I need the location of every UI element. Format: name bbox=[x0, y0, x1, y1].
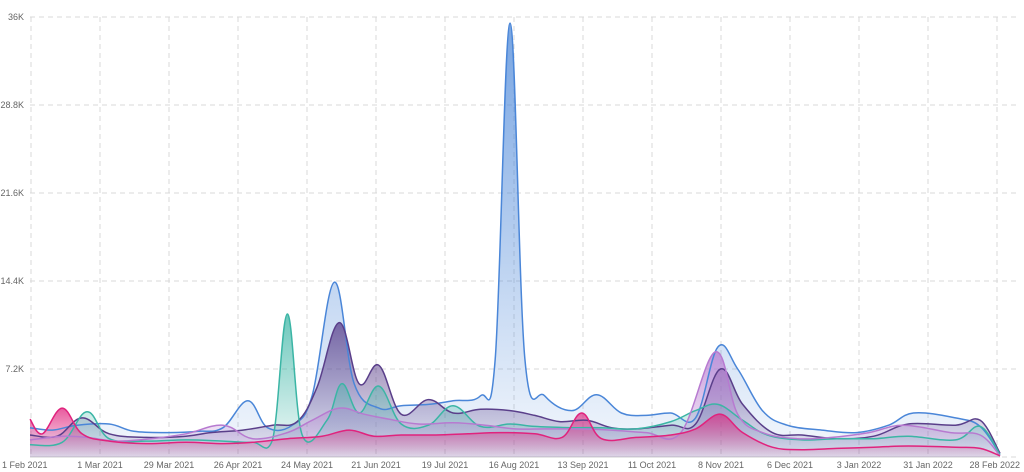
series-line-3[interactable] bbox=[29, 351, 1001, 457]
y-tick-label: 7.2K bbox=[5, 364, 24, 374]
series-area-0 bbox=[30, 23, 1000, 457]
series-area-4 bbox=[30, 408, 1000, 457]
x-tick-label: 3 Jan 2022 bbox=[837, 460, 882, 470]
series-line-1[interactable] bbox=[29, 321, 1001, 454]
y-axis-ticks: 7.2K 14.4K 21.6K 28.8K 36K bbox=[0, 12, 24, 374]
x-tick-label: 1 Feb 2021 bbox=[2, 460, 48, 470]
x-tick-label: 28 Feb 2022 bbox=[969, 460, 1020, 470]
x-tick-label: 24 May 2021 bbox=[281, 460, 333, 470]
x-tick-label: 11 Oct 2021 bbox=[628, 460, 676, 470]
x-tick-label: 29 Mar 2021 bbox=[144, 460, 195, 470]
x-tick-label: 1 Mar 2021 bbox=[77, 460, 123, 470]
series-line-2[interactable] bbox=[29, 313, 1001, 456]
y-tick-label: 14.4K bbox=[0, 276, 24, 286]
y-tick-label: 21.6K bbox=[0, 188, 24, 198]
x-tick-label: 31 Jan 2022 bbox=[903, 460, 953, 470]
x-tick-label: 6 Dec 2021 bbox=[767, 460, 813, 470]
y-tick-label: 36K bbox=[8, 12, 24, 22]
x-tick-label: 26 Apr 2021 bbox=[214, 460, 263, 470]
x-tick-label: 21 Jun 2021 bbox=[351, 460, 401, 470]
x-tick-label: 16 Aug 2021 bbox=[489, 460, 540, 470]
chart-gridlines bbox=[30, 16, 1018, 458]
series-line-0[interactable] bbox=[29, 22, 1001, 456]
y-tick-label: 28.8K bbox=[0, 100, 24, 110]
x-tick-label: 13 Sep 2021 bbox=[557, 460, 608, 470]
chart-lines bbox=[29, 22, 1001, 457]
series-line-4[interactable] bbox=[29, 407, 1001, 457]
x-axis-ticks: 1 Feb 2021 1 Mar 2021 29 Mar 2021 26 Apr 20… bbox=[2, 460, 1020, 470]
series-area-1 bbox=[30, 322, 1000, 457]
x-tick-label: 19 Jul 2021 bbox=[422, 460, 469, 470]
x-tick-label: 8 Nov 2021 bbox=[698, 460, 744, 470]
